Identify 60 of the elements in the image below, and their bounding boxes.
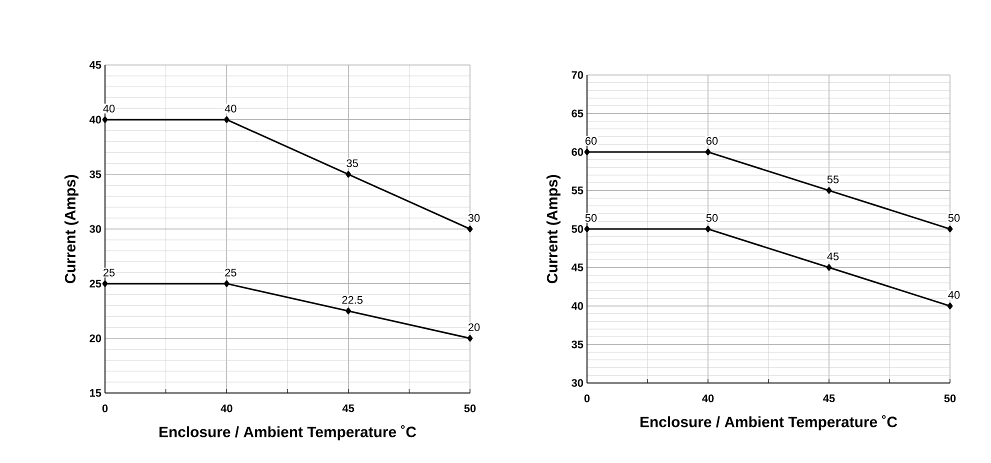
- point: [346, 170, 352, 178]
- point: [705, 148, 711, 156]
- x-tick-label: 40: [220, 404, 232, 412]
- x-tick-label: 40: [702, 394, 714, 402]
- y-tick-label: 40: [89, 116, 102, 124]
- y-tick-label: 45: [89, 61, 102, 69]
- point: [826, 187, 832, 194]
- x-tick-label: 50: [944, 394, 956, 402]
- y-tick-label: 20: [90, 334, 102, 342]
- data-label: 30: [468, 214, 480, 222]
- y-tick-label: 35: [90, 170, 102, 178]
- point: [467, 226, 473, 232]
- data-label: 60: [706, 137, 718, 145]
- x-tick-label: 0: [102, 404, 108, 412]
- y-tick-label: 35: [572, 340, 584, 348]
- data-label: 22.5: [342, 296, 363, 304]
- data-label: 55: [827, 176, 839, 184]
- y-tick-label: 30: [90, 225, 102, 233]
- y-tick-label: 25: [90, 280, 102, 288]
- point: [705, 226, 711, 232]
- y-axis-title: Current (Amps): [546, 174, 560, 284]
- data-label: 60: [585, 137, 597, 145]
- point: [102, 280, 108, 288]
- point: [346, 308, 352, 314]
- data-label: 20: [468, 323, 480, 332]
- data-label: 25: [103, 268, 115, 276]
- y-tick-label: 50: [572, 225, 584, 233]
- x-axis-title: Enclosure / Ambient Temperature ˚C: [640, 415, 898, 430]
- y-axis-title: Current (Amps): [64, 174, 78, 284]
- x-tick-label: 0: [584, 394, 590, 402]
- point: [584, 226, 590, 232]
- y-tick-label: 55: [572, 186, 584, 194]
- point: [224, 280, 230, 288]
- y-tick-label: 15: [90, 389, 102, 397]
- x-axis-title: Enclosure / Ambient Temperature ˚C: [160, 425, 416, 440]
- point: [584, 148, 590, 156]
- y-tick-label: 40: [571, 302, 584, 310]
- data-label: 45: [827, 252, 839, 260]
- y-tick-label: 30: [572, 379, 584, 387]
- data-label: 50: [948, 214, 960, 222]
- point: [947, 226, 953, 232]
- point: [224, 116, 230, 124]
- x-tick-label: 50: [464, 404, 476, 412]
- data-label: 25: [225, 268, 236, 276]
- data-label: 40: [224, 104, 236, 112]
- point: [826, 264, 832, 271]
- data-label: 40: [948, 291, 960, 299]
- y-tick-label: 45: [571, 264, 584, 272]
- point: [467, 334, 473, 342]
- data-label: 35: [346, 159, 358, 168]
- y-tick-label: 70: [572, 71, 584, 79]
- data-label: 50: [585, 214, 597, 222]
- x-tick-label: 45: [342, 404, 354, 412]
- point: [102, 116, 108, 124]
- y-tick-label: 60: [572, 148, 584, 156]
- x-tick-label: 45: [823, 394, 835, 402]
- data-label: 40: [103, 104, 115, 112]
- data-label: 50: [706, 214, 718, 222]
- y-tick-label: 65: [572, 110, 584, 118]
- point: [947, 302, 953, 310]
